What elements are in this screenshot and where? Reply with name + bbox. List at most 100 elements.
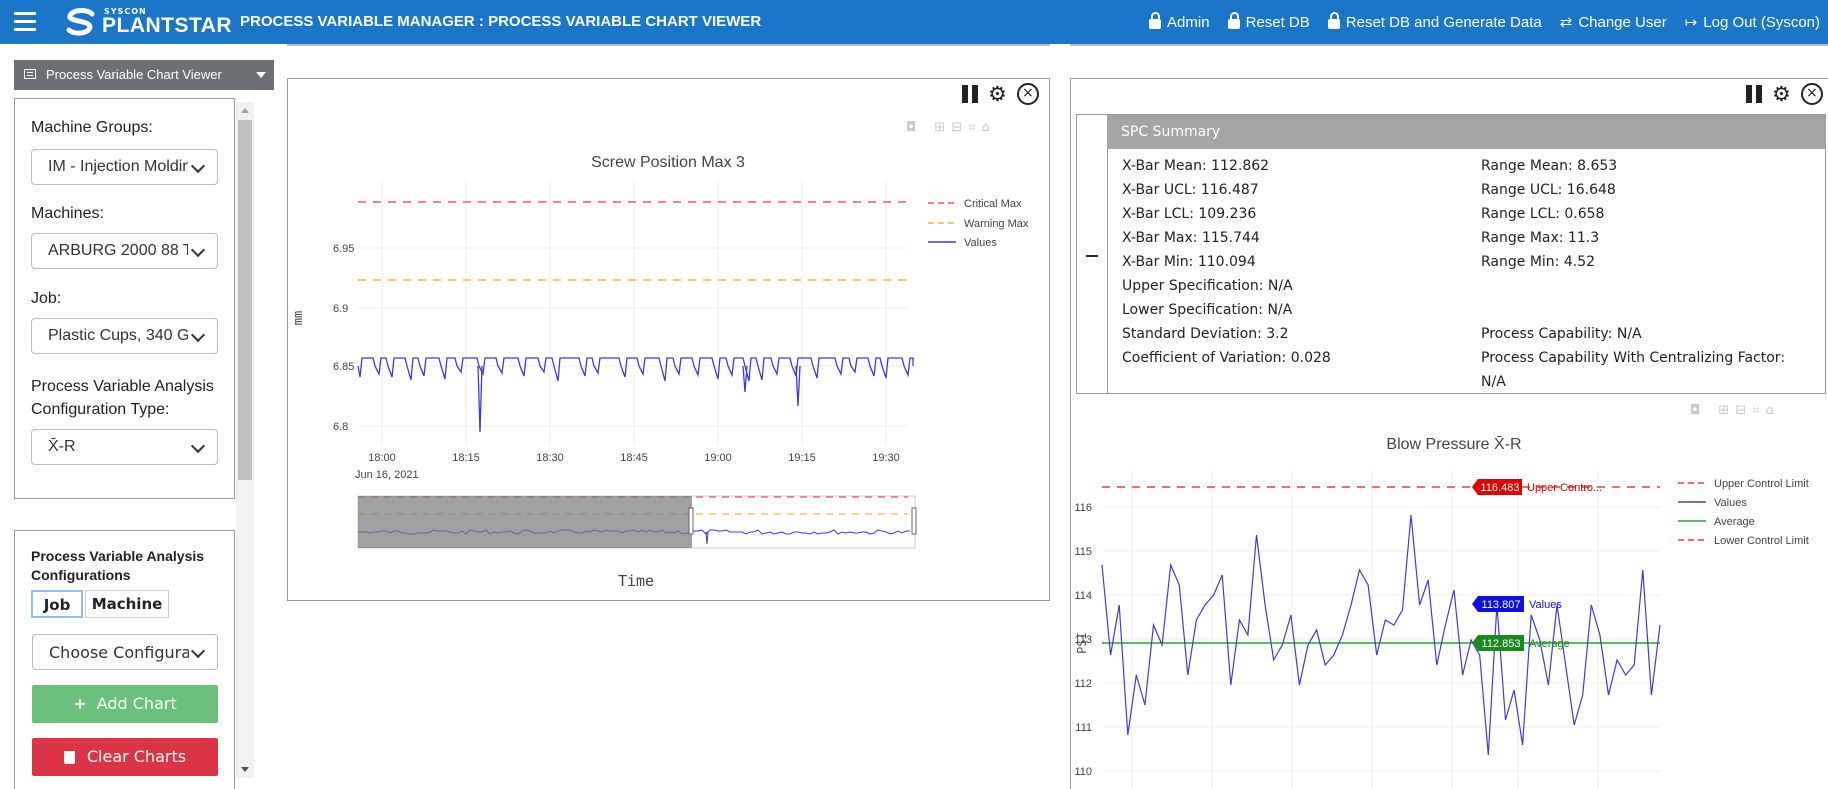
nav-change-user[interactable]: ⇄ Change User	[1559, 13, 1667, 32]
tag-values-label: Values	[1529, 599, 1562, 611]
scrollbar-thumb[interactable]	[238, 120, 252, 480]
camera-icon[interactable]: ◘	[1690, 403, 1701, 418]
close-icon[interactable]: ×	[1800, 83, 1823, 105]
chart1-values-line	[357, 357, 914, 382]
spc-summary-title: SPC Summary	[1107, 115, 1825, 149]
spc-collapse-toggle[interactable]	[1077, 115, 1108, 393]
tag-average-box	[1472, 635, 1524, 651]
legend-critical-max[interactable]: Critical Max	[964, 198, 1022, 210]
zoom-out-icon[interactable]: ⊟	[1735, 403, 1747, 418]
machines-select[interactable]: ARBURG 2000 88 T	[31, 233, 218, 269]
chart2-y-tick: 116	[1074, 502, 1092, 514]
chevron-down-icon	[190, 327, 206, 343]
zoom-in-icon[interactable]: ⊞	[934, 120, 946, 135]
chart2-grid	[1102, 470, 1660, 789]
chevron-down-icon	[190, 242, 206, 258]
add-chart-label: Add Chart	[96, 694, 177, 713]
machine-groups-label: Machine Groups:	[31, 119, 153, 136]
chart2-values-line	[1101, 514, 1661, 756]
chart2-y-label: PSI	[1075, 632, 1089, 654]
chevron-down-icon	[190, 158, 206, 174]
gear-icon[interactable]: ⚙	[988, 82, 1007, 106]
nav-reset-db-label: Reset DB	[1245, 13, 1310, 31]
nav-reset-db[interactable]: Reset DB	[1227, 12, 1310, 31]
chart2-plot: Blow Pressure X̄-R 116 115 114 113 112 111 110…	[1074, 436, 1809, 789]
range-handle-right[interactable]	[911, 507, 917, 535]
spc-range-min: Range Min: 4.52	[1481, 254, 1596, 270]
tag-average: 112.853 Average	[1472, 635, 1570, 651]
machine-groups-select[interactable]: IM - Injection Molding	[31, 149, 218, 185]
nav-logout[interactable]: ↦ Log Out (Syscon)	[1685, 13, 1820, 32]
chevron-down-icon	[190, 643, 206, 659]
reset-axes-icon[interactable]: ⌂	[981, 120, 990, 135]
chart2-controls: ⚙ ×	[1746, 83, 1823, 105]
scroll-down-icon[interactable]	[241, 767, 249, 772]
job-label: Job:	[31, 290, 62, 307]
chart2-y-ticks: 116 115 114 113 112 111 110	[1074, 502, 1092, 778]
config-type-select[interactable]: X̄-R	[31, 429, 218, 465]
spc-capability-centralizing: Process Capability With Centralizing Fac…	[1481, 350, 1786, 366]
machines-label: Machines:	[31, 205, 104, 222]
right-panel-top-border	[1070, 78, 1828, 79]
camera-icon[interactable]: ◘	[906, 120, 917, 135]
chart1-title: Screw Position Max 3	[591, 154, 745, 171]
tab-job[interactable]: Job	[31, 590, 83, 618]
spc-range-lcl: Range LCL: 0.658	[1481, 206, 1605, 222]
tab-machine[interactable]: Machine	[85, 590, 169, 618]
right-panel-border	[1070, 78, 1071, 789]
chart1-x-tick: 19:15	[788, 452, 816, 464]
chart1-spikes	[477, 365, 801, 433]
chart1-x-tick: 18:00	[368, 452, 396, 464]
job-select[interactable]: Plastic Cups, 340 Gr	[31, 318, 218, 354]
plantstar-logo[interactable]: SYSCON PLANTSTAR	[66, 6, 236, 38]
spc-xbar-ucl: X-Bar UCL: 116.487	[1122, 182, 1259, 198]
legend-lcl[interactable]: Lower Control Limit	[1714, 535, 1809, 547]
zoom-out-icon[interactable]: ⊟	[951, 120, 963, 135]
legend-ucl[interactable]: Upper Control Limit	[1714, 478, 1809, 490]
choose-configuration-select[interactable]: Choose Configuration	[32, 634, 218, 670]
chart1-y-ticks: 6.95 6.9 6.85 6.8	[333, 243, 354, 433]
legend-values2[interactable]: Values	[1714, 497, 1747, 509]
close-icon[interactable]: ×	[1016, 83, 1039, 105]
nav-change-user-label: Change User	[1578, 13, 1667, 31]
clear-charts-button[interactable]: Clear Charts	[32, 738, 218, 776]
spc-process-capability: Process Capability: N/A	[1481, 326, 1642, 342]
lock-icon	[1227, 12, 1240, 29]
reset-axes-icon[interactable]: ⌂	[1765, 403, 1774, 418]
scroll-up-icon[interactable]	[241, 108, 249, 113]
nav-reset-db-generate[interactable]: Reset DB and Generate Data	[1327, 12, 1542, 31]
spc-xbar-max: X-Bar Max: 115.744	[1122, 230, 1260, 246]
hamburger-menu-icon[interactable]	[14, 12, 36, 32]
chart1-x-ticks: 18:00 18:15 18:30 18:45 19:00 19:15 19:30	[368, 452, 900, 464]
pause-icon[interactable]	[962, 85, 978, 103]
swap-icon: ⇄	[1559, 14, 1573, 31]
chart1-x-tick: 18:30	[536, 452, 564, 464]
zoom-in-icon[interactable]: ⊞	[1718, 403, 1730, 418]
chart2-title: Blow Pressure X̄-R	[1386, 436, 1521, 453]
add-chart-button[interactable]: + Add Chart	[32, 685, 218, 723]
autoscale-icon[interactable]: ⌗	[1752, 403, 1760, 418]
nav-reset-db-generate-label: Reset DB and Generate Data	[1345, 13, 1542, 31]
nav-admin-label: Admin	[1167, 13, 1210, 31]
legend-warning-max[interactable]: Warning Max	[964, 218, 1029, 230]
chart1-y-label: mm	[291, 311, 305, 325]
filter-card: Machine Groups: IM - Injection Molding M…	[14, 98, 235, 499]
panel-selector-dropdown[interactable]: Process Variable Chart Viewer	[14, 60, 274, 90]
sidebar-scrollbar[interactable]	[236, 102, 254, 778]
pause-icon[interactable]	[1746, 85, 1762, 103]
nav-admin[interactable]: Admin	[1149, 12, 1210, 31]
list-icon	[24, 69, 36, 79]
legend-average[interactable]: Average	[1714, 516, 1755, 528]
gear-icon[interactable]: ⚙	[1772, 82, 1791, 106]
chart1-date-label: Jun 16, 2021	[355, 469, 419, 481]
chart1-x-tick: 19:30	[872, 452, 900, 464]
autoscale-icon[interactable]: ⌗	[968, 120, 976, 135]
spc-upper-spec: Upper Specification: N/A	[1122, 278, 1293, 294]
spc-coef-variation: Coefficient of Variation: 0.028	[1122, 350, 1331, 366]
tag-ucl-box	[1472, 479, 1522, 495]
chart1-legend: Critical Max Warning Max Values	[928, 198, 1029, 249]
chart1-y-tick: 6.9	[333, 303, 348, 315]
range-handle-left[interactable]	[688, 507, 694, 535]
chart1-range-slider[interactable]	[357, 495, 917, 549]
legend-values[interactable]: Values	[964, 237, 997, 249]
